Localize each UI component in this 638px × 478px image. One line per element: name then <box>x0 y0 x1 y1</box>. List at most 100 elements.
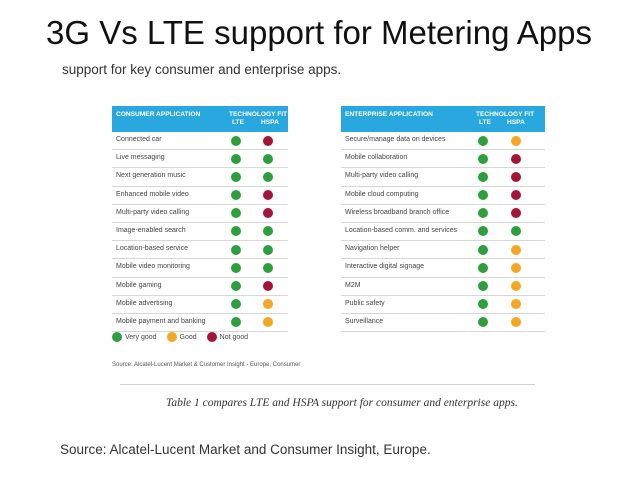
application-name: Location-based service <box>116 245 188 253</box>
hspa-rating-dot <box>511 281 521 291</box>
application-name: Public safety <box>345 299 385 307</box>
lte-rating-dot <box>231 208 241 219</box>
lte-rating-dot <box>478 299 488 310</box>
lte-rating-dot <box>231 153 241 164</box>
table-row: Public safety <box>341 296 545 314</box>
application-name: Mobile gaming <box>116 281 162 289</box>
enterprise-table-header: ENTERPRISE APPLICATION TECHNOLOGY FIT LT… <box>341 106 545 132</box>
legend-dot <box>166 332 177 342</box>
application-name: Mobile payment and banking <box>116 317 206 325</box>
hspa-rating-dot <box>263 317 273 328</box>
hspa-rating-dot <box>263 281 273 291</box>
enterprise-header-application: ENTERPRISE APPLICATION <box>345 111 433 118</box>
legend-dot <box>206 332 217 342</box>
legend-label: Not good <box>219 333 249 341</box>
enterprise-header-lte: LTE <box>479 119 491 126</box>
lte-rating-dot <box>478 226 488 237</box>
lte-rating-dot <box>231 171 241 182</box>
hspa-rating-dot <box>263 244 273 255</box>
table-row: Secure/manage data on devices <box>341 132 545 151</box>
consumer-header-technology-fit: TECHNOLOGY FIT <box>229 111 288 118</box>
table-row: Mobile gaming <box>112 278 288 296</box>
rating-legend: Very good Good Not good <box>112 332 258 342</box>
hspa-rating-dot <box>511 190 521 201</box>
application-name: Mobile cloud computing <box>345 190 419 198</box>
table-row: Image-enabled search <box>112 223 288 242</box>
hspa-rating-dot <box>511 299 521 310</box>
lte-rating-dot <box>231 226 241 237</box>
hspa-rating-dot <box>511 317 521 328</box>
lte-rating-dot <box>478 171 488 182</box>
slide-source: Source: Alcatel-Lucent Market and Consum… <box>60 442 431 457</box>
table-row: Mobile cloud computing <box>341 187 545 205</box>
hspa-rating-dot <box>511 208 521 219</box>
table-row: Location-based comm. and services <box>341 223 545 242</box>
lte-rating-dot <box>231 262 241 273</box>
enterprise-rows: Secure/manage data on devices Mobile coll… <box>341 132 545 333</box>
application-name: Secure/manage data on devices <box>345 136 446 143</box>
hspa-rating-dot <box>263 171 273 182</box>
table-row: Mobile video monitoring <box>112 259 288 278</box>
table-row: Connected car <box>112 132 288 151</box>
table-row: Location-based service <box>112 241 288 260</box>
legend-label: Very good <box>125 333 157 341</box>
hspa-rating-dot <box>263 262 273 273</box>
enterprise-header-hspa: HSPA <box>507 119 525 126</box>
table-row: Mobile advertising <box>112 296 288 314</box>
table-row: Multi-party video calling <box>112 205 288 223</box>
enterprise-header-technology-fit: TECHNOLOGY FIT <box>476 111 535 118</box>
application-name: Wireless broadband branch office <box>345 208 450 216</box>
hspa-rating-dot <box>263 190 273 201</box>
hspa-rating-dot <box>511 153 521 164</box>
application-name: Location-based comm. and services <box>345 226 458 234</box>
application-name: Mobile advertising <box>116 299 173 307</box>
consumer-header-lte: LTE <box>232 119 244 126</box>
application-name: Connected car <box>116 136 162 143</box>
enterprise-table: ENTERPRISE APPLICATION TECHNOLOGY FIT LT… <box>341 106 545 333</box>
hspa-rating-dot <box>263 135 273 146</box>
table-row: M2M <box>341 278 545 296</box>
table-row: Mobile collaboration <box>341 150 545 169</box>
application-name: Mobile collaboration <box>345 154 408 162</box>
lte-rating-dot <box>231 244 241 255</box>
legend-item: Good <box>166 332 197 342</box>
legend-item: Not good <box>206 332 249 342</box>
application-name: M2M <box>345 281 361 289</box>
lte-rating-dot <box>478 153 488 164</box>
hspa-rating-dot <box>511 262 521 273</box>
lte-rating-dot <box>478 262 488 273</box>
consumer-rows: Connected car Live messaging Next generati… <box>112 132 288 333</box>
hspa-rating-dot <box>263 208 273 219</box>
lte-rating-dot <box>478 190 488 201</box>
legend-item: Very good <box>112 332 157 342</box>
hspa-rating-dot <box>263 226 273 237</box>
application-name: Navigation helper <box>345 245 400 253</box>
legend-label: Good <box>179 333 197 341</box>
application-name: Next generation music <box>116 172 186 180</box>
table-row: Multi-party video calling <box>341 168 545 187</box>
lte-rating-dot <box>231 299 241 310</box>
lte-rating-dot <box>231 135 241 146</box>
hspa-rating-dot <box>511 171 521 182</box>
table-row: Navigation helper <box>341 241 545 260</box>
application-name: Image-enabled search <box>116 226 186 234</box>
application-name: Multi-party video calling <box>116 208 190 216</box>
hspa-rating-dot <box>263 153 273 164</box>
hspa-rating-dot <box>263 299 273 310</box>
table-row: Next generation music <box>112 168 288 187</box>
hspa-rating-dot <box>511 244 521 255</box>
slide-title: 3G Vs LTE support for Metering Apps <box>46 14 592 51</box>
table-source-note: Source: Alcatel-Lucent Market & Customer… <box>112 362 301 368</box>
application-name: Interactive digital signage <box>345 263 424 271</box>
application-name: Surveillance <box>345 317 384 325</box>
table-row: Mobile payment and banking <box>112 314 288 333</box>
hspa-rating-dot <box>511 226 521 237</box>
divider <box>120 384 535 385</box>
intro-text: support for key consumer and enterprise … <box>62 62 342 77</box>
table-row: Wireless broadband branch office <box>341 205 545 223</box>
lte-rating-dot <box>478 244 488 255</box>
lte-rating-dot <box>478 317 488 328</box>
lte-rating-dot <box>478 281 488 291</box>
table-row: Interactive digital signage <box>341 259 545 278</box>
legend-dot <box>112 332 122 342</box>
